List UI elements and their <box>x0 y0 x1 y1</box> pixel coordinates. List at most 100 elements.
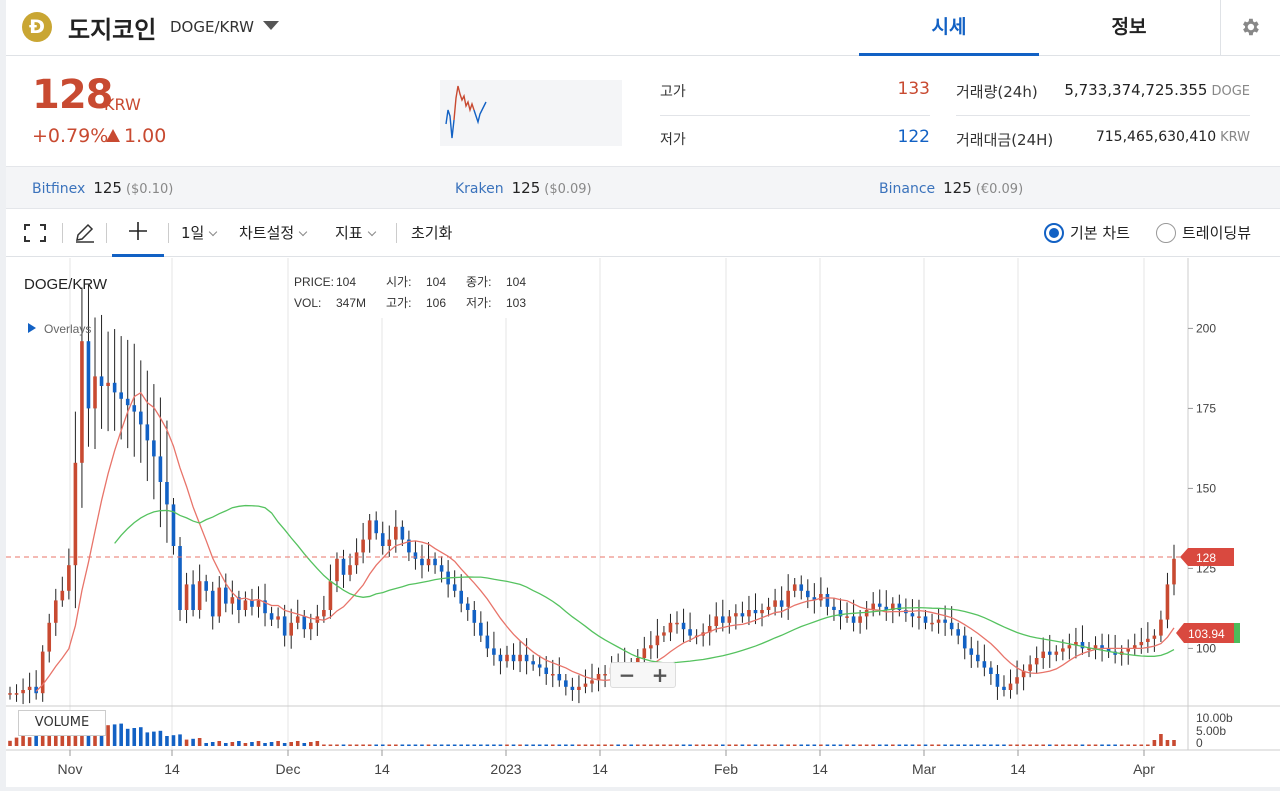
volume-bar <box>662 744 666 746</box>
volume-bar <box>132 728 137 746</box>
candle-body <box>40 651 45 694</box>
tradingview-radio[interactable] <box>1156 223 1176 243</box>
candle-body <box>138 411 143 425</box>
candle-body <box>936 619 941 623</box>
candle-body <box>923 616 928 623</box>
volume-tick-label: 5.00b <box>1196 724 1226 738</box>
info-low-label: 저가: <box>466 296 491 310</box>
volume-bar <box>1126 744 1131 746</box>
tab-quote[interactable]: 시세 <box>859 0 1039 56</box>
volume-bar <box>158 730 163 746</box>
exchange-name[interactable]: Bitfinex <box>32 181 86 197</box>
basic-chart-radio[interactable] <box>1044 223 1064 243</box>
candle-body <box>1139 642 1144 646</box>
tab-info[interactable]: 정보 <box>1111 16 1147 38</box>
candle-body <box>845 616 849 618</box>
volume-bar <box>786 744 790 746</box>
volume-bar <box>374 744 379 746</box>
volume-bar <box>341 744 346 746</box>
volume-tick-label: 10.00b <box>1196 711 1233 725</box>
reset-button[interactable]: 초기화 <box>411 224 453 242</box>
candle-body <box>498 654 503 662</box>
overlays-toggle-icon[interactable] <box>28 323 36 333</box>
crosshair-tool[interactable] <box>112 209 164 257</box>
candle-body <box>250 600 254 607</box>
candle-body <box>289 622 293 636</box>
volume-bar <box>197 738 202 746</box>
candle-body <box>237 597 241 610</box>
overlays-label[interactable]: Overlays <box>44 322 91 336</box>
candle-body <box>1047 651 1052 655</box>
volume-bar <box>962 744 967 746</box>
candle-body <box>838 610 843 617</box>
volume-bar <box>8 740 12 746</box>
volume-bar <box>642 744 647 746</box>
low-label: 저가 <box>660 132 686 148</box>
zoom-out-button[interactable]: − <box>618 663 636 687</box>
ma-long-line <box>114 504 1175 664</box>
volume-bar <box>230 742 235 746</box>
candle-body <box>812 597 817 601</box>
volume-bar <box>1087 744 1091 746</box>
chevron-down-icon <box>209 227 218 237</box>
exchange-name[interactable]: Kraken <box>455 181 504 197</box>
exchange-name[interactable]: Binance <box>879 181 936 197</box>
indicators-label: 지표 <box>335 224 363 242</box>
toolbar-separator <box>396 223 397 243</box>
volume-bar <box>289 742 293 746</box>
volume-bar <box>792 744 797 746</box>
volume-bar <box>505 744 509 746</box>
volume-bar <box>21 734 25 746</box>
volume-bar <box>603 744 607 746</box>
candle-body <box>668 622 673 633</box>
candle-body <box>511 654 516 662</box>
candle-body <box>106 382 110 386</box>
volume-bar <box>707 744 712 746</box>
candle-body <box>380 533 385 546</box>
fullscreen-icon[interactable] <box>24 224 46 242</box>
volume-bar <box>930 744 934 746</box>
chart-settings-label: 차트설정 <box>239 224 295 242</box>
basic-chart-label[interactable]: 기본 차트 <box>1070 224 1130 242</box>
candle-body <box>400 526 405 540</box>
candle-body <box>570 686 575 690</box>
volume-bar <box>256 741 261 746</box>
candle-body <box>1008 683 1013 690</box>
pencil-icon[interactable] <box>74 223 96 243</box>
chart-settings-dropdown[interactable]: 차트설정 <box>239 222 308 243</box>
candle-body <box>282 616 287 636</box>
candle-body <box>335 558 339 582</box>
price-chart[interactable]: 200 175 150 125 100 10.00b 5.00b 0 Nov 14 Dec 14 202… <box>6 258 1280 787</box>
info-close-value: 104 <box>506 275 526 289</box>
volume-bar <box>1074 744 1078 746</box>
volume-value: 5,733,374,725.355 DOGE <box>1046 81 1250 99</box>
indicators-dropdown[interactable]: 지표 <box>335 222 376 243</box>
y-tick-label: 100 <box>1196 641 1216 655</box>
settings-button[interactable] <box>1220 0 1280 56</box>
candle-body <box>132 405 137 412</box>
volume-bar <box>282 743 287 746</box>
interval-dropdown[interactable]: 1일 <box>181 222 218 243</box>
volume-bar <box>479 744 483 746</box>
low-value: 122 <box>897 127 930 147</box>
candle-body <box>891 603 895 610</box>
volume-bar <box>622 744 627 746</box>
tradingview-label[interactable]: 트레이딩뷰 <box>1182 224 1252 242</box>
candle-body <box>760 610 764 614</box>
chevron-down-icon[interactable] <box>263 21 279 30</box>
volume-bar <box>845 744 849 746</box>
zoom-in-button[interactable]: + <box>651 663 669 687</box>
x-tick-label: Apr <box>1133 761 1155 777</box>
volume-bar <box>864 744 869 746</box>
y-tick-label: 150 <box>1196 481 1216 495</box>
volume-bar <box>14 737 19 746</box>
candle-body <box>73 462 78 566</box>
volume-bar <box>727 744 732 746</box>
candle-body <box>1100 645 1104 649</box>
candle-body <box>989 667 993 674</box>
candle-body <box>348 565 352 575</box>
candle-body <box>871 603 875 610</box>
volume-bar <box>1146 744 1150 746</box>
candle-body <box>322 610 326 617</box>
